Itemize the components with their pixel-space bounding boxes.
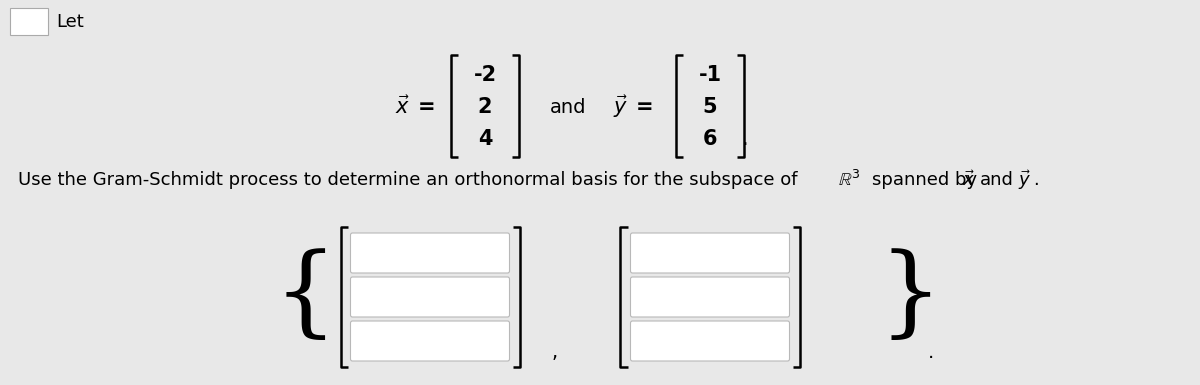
Bar: [10, 8, 48, 35]
Text: and: and: [980, 171, 1014, 189]
Text: $\vec{x}$: $\vec{x}$: [395, 95, 410, 119]
FancyBboxPatch shape: [350, 277, 510, 317]
FancyBboxPatch shape: [630, 277, 790, 317]
FancyBboxPatch shape: [630, 233, 790, 273]
Text: -2: -2: [474, 65, 497, 85]
Text: $\vec{x}$: $\vec{x}$: [962, 170, 976, 190]
Text: Use the Gram-Schmidt process to determine an orthonormal basis for the subspace : Use the Gram-Schmidt process to determin…: [18, 171, 803, 189]
FancyBboxPatch shape: [630, 321, 790, 361]
Text: $\mathbb{R}^{3}$: $\mathbb{R}^{3}$: [838, 170, 860, 190]
Text: 2: 2: [478, 97, 492, 117]
Text: =: =: [418, 97, 436, 117]
Text: .: .: [742, 129, 749, 149]
FancyBboxPatch shape: [350, 233, 510, 273]
Text: spanned by: spanned by: [872, 171, 977, 189]
Text: 6: 6: [703, 129, 718, 149]
Text: $\vec{y}$: $\vec{y}$: [613, 94, 628, 121]
Text: }: }: [878, 249, 942, 345]
Text: 4: 4: [478, 129, 492, 149]
FancyBboxPatch shape: [350, 321, 510, 361]
Text: $\vec{y}$: $\vec{y}$: [1018, 168, 1031, 192]
Text: and: and: [550, 97, 587, 117]
Text: .: .: [928, 343, 935, 362]
Text: Let: Let: [56, 13, 84, 31]
Text: =: =: [636, 97, 654, 117]
Text: -1: -1: [698, 65, 721, 85]
Text: ,: ,: [552, 343, 558, 362]
Text: .: .: [1033, 171, 1039, 189]
Text: 5: 5: [703, 97, 718, 117]
Text: {: {: [274, 249, 337, 345]
